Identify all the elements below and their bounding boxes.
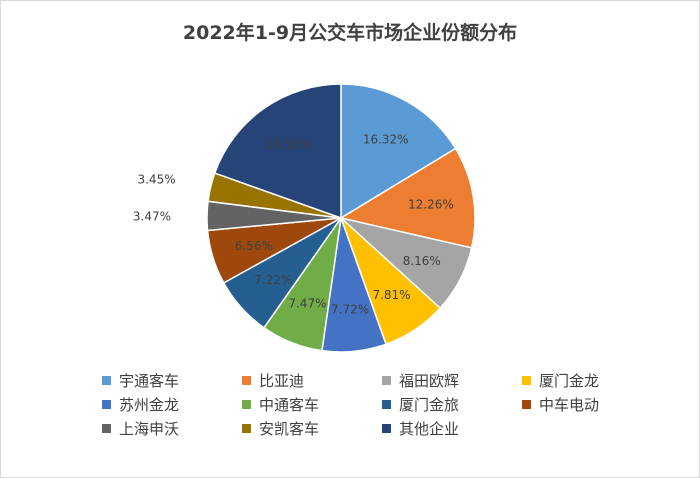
legend-label: 福田欧辉 (399, 371, 460, 390)
legend-swatch (382, 399, 391, 409)
data-label-1: 12.26% (408, 197, 454, 211)
data-label-0: 16.32% (363, 133, 409, 147)
legend-swatch (522, 375, 531, 385)
data-label-10: 19.56% (266, 138, 312, 152)
legend-label: 中车电动 (539, 395, 600, 414)
legend-swatch (382, 423, 391, 433)
pie-slice-1 (339, 147, 476, 249)
data-label-8: 3.47% (133, 209, 171, 223)
legend-label: 比亚迪 (259, 371, 305, 390)
chart-title: 2022年1-9月公交车市场企业份额分布 (182, 22, 518, 44)
legend-item-9: 安凯客车 (242, 418, 382, 438)
legend-item-1: 比亚迪 (242, 370, 382, 390)
legend-swatch (102, 399, 111, 409)
legend-swatch (242, 423, 251, 433)
legend-swatch (242, 399, 251, 409)
legend-item-0: 宇通客车 (102, 370, 242, 390)
legend-label: 上海申沃 (119, 419, 180, 438)
legend-item-5: 中通客车 (242, 394, 382, 414)
legend-item-4: 苏州金龙 (102, 394, 242, 414)
legend-label: 中通客车 (259, 395, 320, 414)
legend-swatch (522, 399, 531, 409)
legend-label: 其他企业 (399, 419, 460, 438)
legend-label: 安凯客车 (259, 419, 320, 438)
legend-item-10: 其他企业 (382, 418, 522, 438)
legend: 宇通客车 比亚迪 福田欧辉 厦门金龙苏州金龙 中通客车 厦门金旅 中车电动上海申沃 安凯客车 其… (102, 370, 662, 438)
data-label-2: 8.16% (403, 254, 441, 268)
legend-item-3: 厦门金龙 (522, 370, 662, 390)
legend-item-2: 福田欧辉 (382, 370, 522, 390)
legend-label: 厦门金旅 (399, 395, 460, 414)
legend-swatch (242, 375, 251, 385)
legend-label: 厦门金龙 (539, 371, 600, 390)
legend-swatch (102, 375, 111, 385)
legend-label: 苏州金龙 (119, 395, 180, 414)
legend-label: 宇通客车 (119, 371, 180, 390)
data-label-7: 6.56% (235, 239, 273, 253)
legend-swatch (102, 423, 111, 433)
legend-item-6: 厦门金旅 (382, 394, 522, 414)
legend-item-7: 中车电动 (522, 394, 662, 414)
data-label-4: 7.72% (331, 303, 369, 317)
data-label-3: 7.81% (372, 288, 410, 302)
data-label-6: 7.22% (254, 273, 292, 287)
data-label-5: 7.47% (288, 297, 326, 311)
pie-slice-0 (340, 83, 457, 220)
legend-swatch (382, 375, 391, 385)
data-label-9: 3.45% (137, 173, 175, 187)
legend-item-8: 上海申沃 (102, 418, 242, 438)
pie-slice-10 (213, 83, 342, 220)
